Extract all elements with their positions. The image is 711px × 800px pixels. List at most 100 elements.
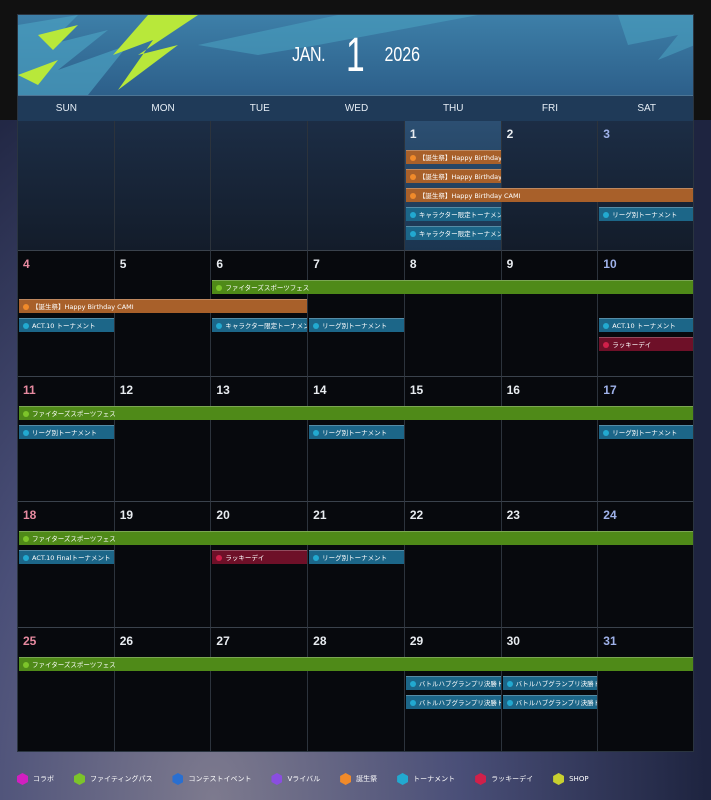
- event-bar-birthday[interactable]: 【誕生祭】Happy Birthday CAMI: [19, 299, 308, 313]
- day-number: 16: [506, 383, 520, 397]
- day-cell-12[interactable]: 12: [114, 377, 212, 502]
- event-bar-tournament[interactable]: バトルハブグランプリ決勝トーナ: [502, 695, 598, 709]
- day-cell-4[interactable]: 4: [18, 251, 115, 377]
- hexagon-icon: [553, 773, 565, 785]
- month-title: JAN. 1 2026: [18, 15, 693, 95]
- day-cell-17[interactable]: 17: [598, 377, 693, 502]
- legend-label: ラッキーデイ: [491, 775, 534, 783]
- day-cell-2[interactable]: 2: [501, 121, 599, 251]
- day-cell-16[interactable]: 16: [501, 377, 599, 502]
- day-cell-14[interactable]: 14: [308, 377, 405, 502]
- day-number: 18: [23, 508, 37, 522]
- hexagon-icon: [475, 773, 487, 785]
- weekday-sat: SAT: [637, 103, 657, 114]
- day-cell-15[interactable]: 15: [404, 377, 502, 502]
- event-bar-tournament[interactable]: キャラクター限定トーナメント｜: [405, 226, 501, 240]
- event-bar-tournament[interactable]: リーグ別トーナメント: [309, 318, 404, 332]
- event-bar-tournament[interactable]: バトルハブグランプリ決勝トーナ: [502, 676, 598, 690]
- event-bar-tournament[interactable]: バトルハブグランプリ決勝トーナ: [405, 695, 501, 709]
- day-number: 8: [409, 257, 417, 271]
- event-bar-lucky[interactable]: ラッキーデイ: [599, 337, 693, 351]
- event-label: ACT.10 トーナメント: [612, 322, 676, 330]
- day-number: 3: [603, 127, 610, 141]
- day-cell-31[interactable]: 31: [598, 628, 693, 751]
- legend-label: コンテストイベント: [188, 775, 252, 783]
- event-label: ACT.10 トーナメント: [32, 322, 96, 330]
- category-dot-icon: [603, 342, 610, 348]
- day-cell-22[interactable]: 22: [404, 502, 502, 628]
- day-cell-9[interactable]: 9: [501, 251, 599, 377]
- day-cell-29[interactable]: 29: [405, 628, 502, 751]
- category-dot-icon: [313, 555, 320, 561]
- day-number: 20: [216, 508, 230, 522]
- category-dot-icon: [603, 323, 610, 329]
- legend-label: Vライバル: [287, 775, 321, 783]
- event-bar-fighting_pass[interactable]: ファイターズスポーツフェス: [19, 406, 693, 420]
- event-bar-birthday[interactable]: 【誕生祭】Happy Birthday JURI: [405, 150, 501, 164]
- hexagon-icon: [340, 773, 352, 785]
- event-bar-fighting_pass[interactable]: ファイターズスポーツフェス: [212, 280, 693, 294]
- day-cell-6[interactable]: 6: [211, 251, 309, 377]
- event-bar-birthday[interactable]: 【誕生祭】Happy Birthday MAI: [405, 169, 501, 183]
- weekday-thu: THU: [442, 103, 464, 114]
- event-label: 【誕生祭】Happy Birthday JURI: [418, 154, 501, 162]
- empty-day-cell: [114, 121, 212, 251]
- event-bar-fighting_pass[interactable]: ファイターズスポーツフェス: [19, 657, 693, 671]
- year-label: 2026: [384, 43, 421, 66]
- event-bar-tournament[interactable]: リーグ別トーナメント: [19, 425, 114, 439]
- day-number: 28: [313, 634, 327, 648]
- category-dot-icon: [216, 555, 223, 561]
- event-label: リーグ別トーナメント: [612, 211, 678, 219]
- day-cell-11[interactable]: 11: [18, 377, 115, 502]
- day-number: 11: [23, 383, 36, 397]
- day-cell-10[interactable]: 10: [598, 251, 693, 377]
- day-cell-18[interactable]: 18: [18, 502, 115, 628]
- event-bar-tournament[interactable]: リーグ別トーナメント: [599, 425, 693, 439]
- event-bar-fighting_pass[interactable]: ファイターズスポーツフェス: [19, 531, 693, 545]
- category-dot-icon: [409, 212, 416, 218]
- event-bar-tournament[interactable]: リーグ別トーナメント: [309, 425, 404, 439]
- day-cell-13[interactable]: 13: [211, 377, 309, 502]
- day-cell-23[interactable]: 23: [501, 502, 599, 628]
- event-bar-tournament[interactable]: リーグ別トーナメント: [309, 550, 404, 564]
- event-bar-tournament[interactable]: ACT.10 トーナメント: [19, 318, 114, 332]
- event-bar-tournament[interactable]: キャラクター限定トーナメント｜: [405, 207, 501, 221]
- day-number: 17: [603, 383, 617, 397]
- event-bar-lucky[interactable]: ラッキーデイ: [212, 550, 308, 564]
- event-bar-tournament[interactable]: ACT.10 Finalトーナメント: [19, 550, 114, 564]
- day-cell-27[interactable]: 27: [211, 628, 309, 751]
- day-number: 6: [216, 257, 224, 271]
- day-cell-7[interactable]: 7: [308, 251, 405, 377]
- day-cell-30[interactable]: 30: [502, 628, 599, 751]
- category-dot-icon: [603, 430, 610, 436]
- day-cell-28[interactable]: 28: [308, 628, 405, 751]
- legend-item-tournament: トーナメント: [397, 773, 455, 785]
- legend-label: コラボ: [33, 775, 54, 783]
- day-number: 27: [216, 634, 230, 648]
- day-cell-3[interactable]: 3: [598, 121, 693, 251]
- day-cell-5[interactable]: 5: [114, 251, 212, 377]
- legend-label: ファイティングパス: [90, 775, 153, 783]
- legend-label: 誕生祭: [356, 775, 378, 783]
- event-bar-tournament[interactable]: バトルハブグランプリ決勝トーナ: [405, 676, 501, 690]
- hexagon-icon: [271, 773, 283, 785]
- weekday-tue: TUE: [249, 103, 270, 114]
- event-bar-tournament[interactable]: ACT.10 トーナメント: [599, 318, 693, 332]
- calendar-header-banner: JAN. 1 2026: [18, 15, 693, 95]
- event-bar-birthday[interactable]: 【誕生祭】Happy Birthday CAMI: [405, 188, 693, 202]
- category-dot-icon: [313, 430, 320, 436]
- day-cell-21[interactable]: 21: [308, 502, 405, 628]
- day-cell-25[interactable]: 25: [18, 628, 115, 751]
- event-bar-tournament[interactable]: リーグ別トーナメント: [599, 207, 693, 221]
- day-number: 31: [603, 634, 617, 648]
- calendar: JAN. 1 2026 SUN MON TUE WED THU FRI SAT …: [17, 14, 694, 752]
- day-cell-20[interactable]: 20: [211, 502, 309, 628]
- category-dot-icon: [409, 681, 416, 687]
- day-cell-19[interactable]: 19: [114, 502, 212, 628]
- event-label: ラッキーデイ: [225, 554, 265, 562]
- event-bar-tournament[interactable]: キャラクター限定トーナメント｜: [212, 318, 308, 332]
- event-label: リーグ別トーナメント: [322, 322, 388, 330]
- day-cell-26[interactable]: 26: [115, 628, 212, 751]
- day-cell-8[interactable]: 8: [404, 251, 502, 377]
- day-cell-24[interactable]: 24: [598, 502, 693, 628]
